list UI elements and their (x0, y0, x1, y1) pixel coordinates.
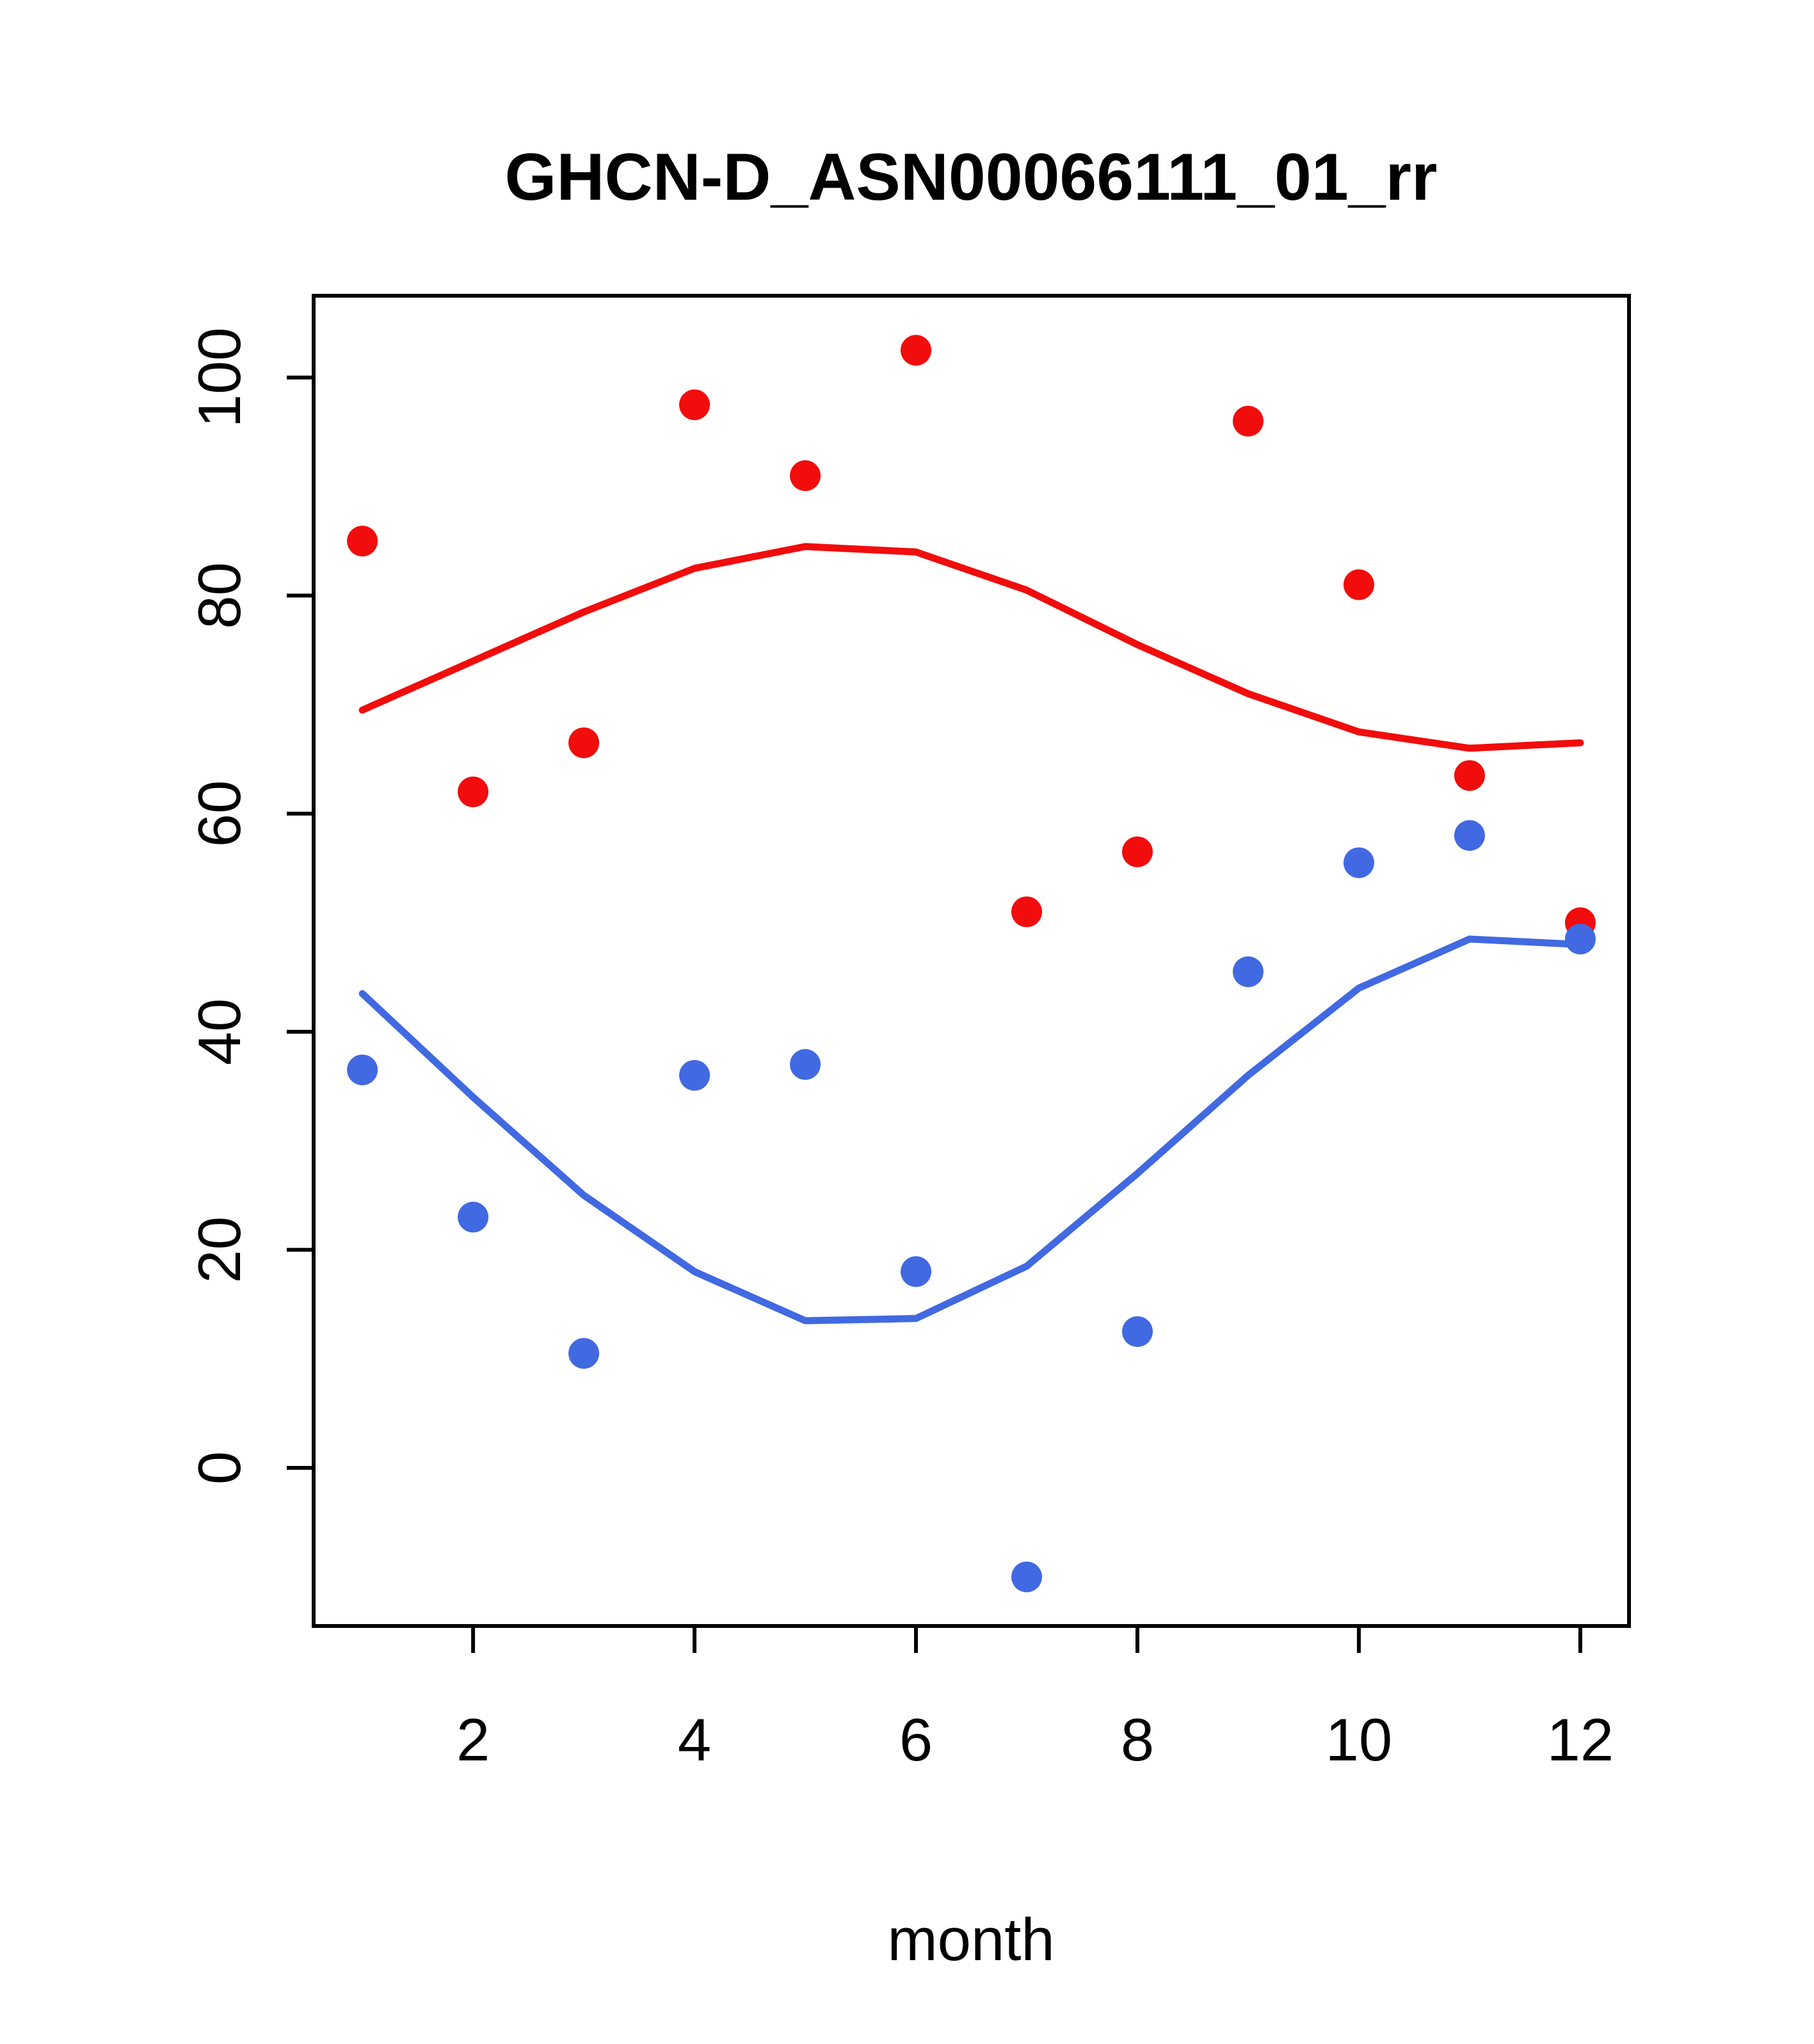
red-points-point (1454, 760, 1485, 791)
y-tick-label: 0 (186, 1451, 253, 1485)
x-tick-label: 6 (899, 1706, 933, 1773)
blue-smooth-line (358, 935, 1584, 1324)
red-points-point (568, 727, 600, 759)
x-tick-label: 12 (1547, 1706, 1614, 1773)
plot-border (312, 294, 1631, 1628)
red-points-point (1343, 569, 1374, 600)
x-tick-label: 2 (456, 1706, 490, 1773)
blue-points-point (568, 1338, 600, 1369)
x-tick-label: 10 (1326, 1706, 1393, 1773)
blue-points-point (1232, 956, 1264, 988)
red-points-point (679, 389, 710, 421)
y-tick-label: 20 (186, 1216, 253, 1284)
blue-points-point (679, 1059, 710, 1091)
blue-points-point (458, 1202, 489, 1233)
red-smooth-line (358, 543, 1584, 752)
chart-title: GHCN-D_ASN00066111_01_rr (505, 140, 1438, 214)
y-tick-label: 100 (186, 327, 253, 428)
red-points-point (901, 335, 932, 366)
x-axis-label: month (887, 1906, 1054, 1973)
x-axis: 2 4 6 8 10 12 (456, 1626, 1614, 1773)
y-axis: 0 20 40 60 80 100 (186, 327, 314, 1485)
x-tick-label: 4 (678, 1706, 711, 1773)
y-tick-label: 40 (186, 998, 253, 1065)
blue-points-point (1564, 923, 1596, 954)
y-tick-label: 60 (186, 780, 253, 848)
series-layer (347, 335, 1596, 1593)
red-points-point (790, 460, 821, 492)
x-tick-label: 8 (1121, 1706, 1154, 1773)
blue-points-point (1011, 1561, 1042, 1593)
red-points-point (1121, 836, 1153, 867)
red-points-point (458, 776, 489, 807)
y-tick-label: 80 (186, 562, 253, 629)
blue-points-point (901, 1256, 932, 1287)
blue-points-point (1454, 820, 1485, 851)
red-points-point (1011, 896, 1042, 928)
blue-points-point (790, 1049, 821, 1080)
red-points-point (347, 526, 378, 557)
blue-points-point (1121, 1316, 1153, 1348)
red-points-point (1232, 405, 1264, 437)
blue-points-point (347, 1054, 378, 1086)
blue-points-point (1343, 847, 1374, 878)
